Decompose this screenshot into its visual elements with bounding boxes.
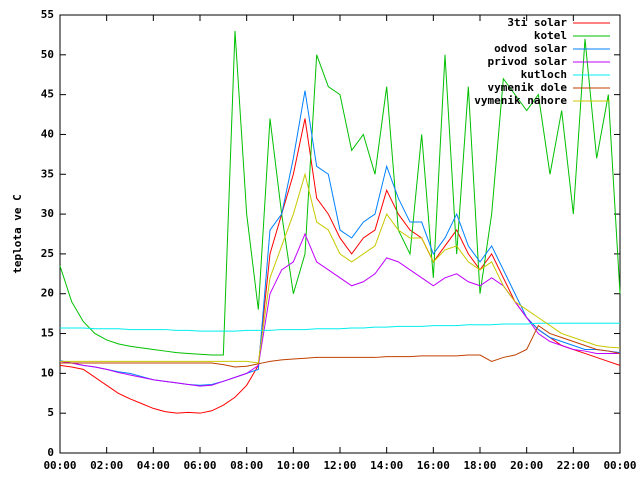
legend-label: odvod solar: [494, 42, 567, 55]
x-tick-label: 08:00: [230, 459, 263, 472]
series-line: [60, 322, 620, 332]
series-line: [59, 232, 620, 387]
x-tick-label: 14:00: [370, 459, 403, 472]
legend-label: 3ti solar: [507, 16, 567, 29]
x-tick-label: 18:00: [463, 459, 496, 472]
y-tick-label: 10: [41, 366, 54, 379]
x-tick-label: 20:00: [510, 459, 543, 472]
y-axis-label: teplota ve C: [11, 194, 24, 273]
legend-label: privod solar: [488, 55, 568, 68]
y-tick-label: 30: [41, 207, 54, 220]
y-tick-label: 20: [41, 287, 54, 300]
x-tick-label: 16:00: [417, 459, 450, 472]
x-tick-label: 12:00: [323, 459, 356, 472]
x-tick-label: 04:00: [137, 459, 170, 472]
legend-label: kotel: [534, 29, 567, 42]
y-tick-label: 0: [47, 446, 54, 459]
series-line: [59, 30, 621, 356]
x-tick-label: 10:00: [277, 459, 310, 472]
legend-label: vymenik nahore: [474, 94, 567, 107]
series-line: [60, 324, 621, 368]
series-line: [60, 172, 621, 364]
x-tick-label: 06:00: [183, 459, 216, 472]
y-tick-label: 40: [41, 127, 54, 140]
y-tick-label: 55: [41, 8, 54, 21]
x-tick-label: 00:00: [603, 459, 636, 472]
legend-label: vymenik dole: [488, 81, 568, 94]
y-tick-label: 15: [41, 327, 54, 340]
x-tick-label: 02:00: [90, 459, 123, 472]
y-tick-label: 45: [41, 88, 54, 101]
y-tick-label: 25: [41, 247, 54, 260]
legend-label: kutloch: [521, 68, 567, 81]
y-tick-label: 5: [47, 406, 54, 419]
series-line: [59, 118, 621, 414]
y-tick-label: 50: [41, 48, 54, 61]
x-tick-label: 22:00: [557, 459, 590, 472]
x-tick-label: 00:00: [43, 459, 76, 472]
y-tick-label: 35: [41, 167, 54, 180]
